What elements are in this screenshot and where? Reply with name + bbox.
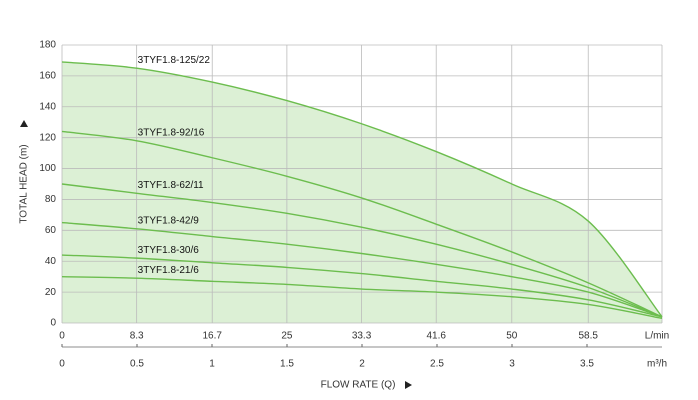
- x-tick-label: 8.3: [130, 331, 144, 342]
- curve: [61, 275, 663, 320]
- curve: [61, 183, 663, 318]
- x-arrow: [405, 381, 412, 389]
- x2-tick-label: 2.5: [430, 359, 444, 370]
- y-tick-label: 20: [45, 287, 57, 298]
- x-tick-label: 25: [281, 331, 293, 342]
- curve: [61, 61, 663, 318]
- y-tick-label: 180: [39, 40, 56, 51]
- curve-label: 3TYF1.8-92/16: [138, 127, 205, 138]
- x-tick-label: 41.6: [426, 331, 446, 342]
- y-tick-label: 0: [50, 318, 56, 329]
- y-tick-label: 120: [39, 132, 56, 143]
- curve: [61, 221, 663, 318]
- curve: [61, 130, 663, 318]
- x2-unit: m³/h: [647, 359, 667, 370]
- y-tick-label: 60: [45, 225, 57, 236]
- x2-tick-label: 0: [59, 359, 65, 370]
- area-fill: [62, 61, 662, 323]
- curve-label: 3TYF1.8-42/9: [138, 215, 200, 226]
- y-tick-label: 100: [39, 163, 56, 174]
- y-axis-label: TOTAL HEAD (m): [19, 144, 30, 223]
- x-tick-label: 16.7: [202, 331, 222, 342]
- y-tick-label: 140: [39, 101, 56, 112]
- y-tick-label: 40: [45, 256, 57, 267]
- y-tick-label: 160: [39, 71, 56, 82]
- x2-tick-label: 3.5: [580, 359, 594, 370]
- y-tick-label: 80: [45, 194, 57, 205]
- y-arrow: [20, 120, 28, 127]
- x-unit: L/min: [645, 331, 669, 342]
- x2-tick-label: 3: [509, 359, 515, 370]
- curve: [61, 254, 663, 318]
- x2-tick-label: 0.5: [130, 359, 144, 370]
- x2-tick-label: 1: [209, 359, 215, 370]
- x2-tick-label: 2: [359, 359, 365, 370]
- x-tick-label: 50: [506, 331, 518, 342]
- curve-label: 3TYF1.8-30/6: [138, 245, 200, 256]
- x-tick-label: 0: [59, 331, 65, 342]
- curve-label: 3TYF1.8-62/11: [138, 180, 204, 191]
- curve-label: 3TYF1.8-21/6: [138, 265, 200, 276]
- x2-tick-label: 1.5: [280, 359, 294, 370]
- curve-label: 3TYF1.8-125/22: [138, 55, 211, 66]
- x-tick-label: 58.5: [579, 331, 599, 342]
- x-tick-label: 33.3: [352, 331, 372, 342]
- x-axis-label: FLOW RATE (Q): [321, 380, 396, 391]
